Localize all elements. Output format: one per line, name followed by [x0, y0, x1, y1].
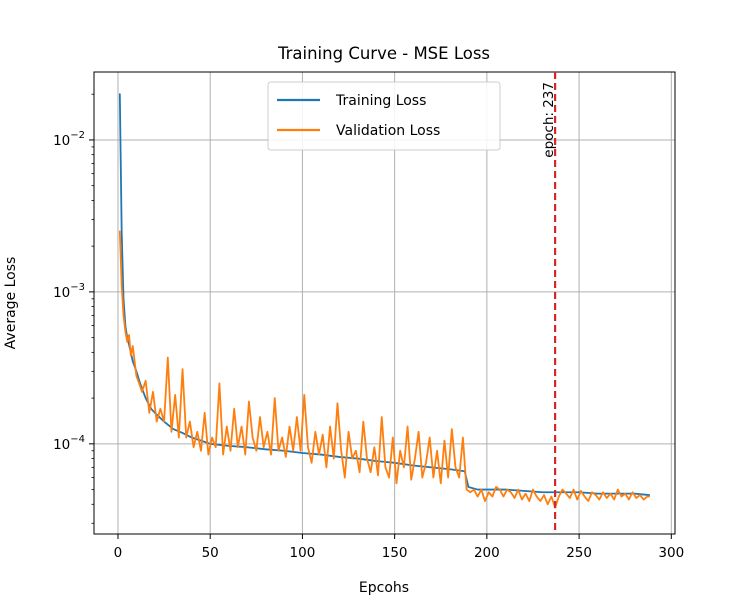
annotation-group: epoch: 237 — [541, 72, 557, 534]
y-tick-label: 10−4 — [53, 434, 85, 453]
legend: Training Loss Validation Loss — [267, 81, 501, 151]
y-tick-label-base: 10 — [53, 285, 70, 301]
y-tick-label-exponent: −2 — [70, 130, 85, 141]
training-loss-line — [118, 93, 651, 496]
plot-frame — [93, 71, 676, 535]
epoch-marker-label: epoch: 237 — [541, 82, 557, 158]
y-tick-label-exponent: −4 — [70, 434, 85, 445]
y-tick-label-base: 10 — [53, 133, 70, 149]
y-axis-ticks: 10−210−310−4 — [53, 93, 94, 524]
validation-loss-line — [118, 230, 651, 509]
x-tick-label: 100 — [290, 545, 316, 561]
legend-label-validation: Validation Loss — [336, 123, 440, 139]
x-tick-label: 150 — [382, 545, 408, 561]
legend-label-training: Training Loss — [335, 93, 426, 109]
x-axis-label: Epcohs — [359, 580, 409, 596]
y-tick-label-exponent: −3 — [70, 282, 85, 293]
x-axis-ticks: 0 50 100 150 200 250 300 — [114, 534, 684, 561]
legend-box — [267, 81, 501, 151]
x-tick-label: 50 — [202, 545, 219, 561]
x-tick-label: 250 — [566, 545, 592, 561]
chart-title: Training Curve - MSE Loss — [277, 44, 490, 63]
series-group — [118, 93, 651, 509]
y-tick-label: 10−3 — [53, 282, 85, 301]
y-tick-label-base: 10 — [53, 437, 70, 453]
y-tick-label: 10−2 — [53, 130, 85, 149]
y-axis-label: Average Loss — [3, 257, 19, 350]
x-tick-label: 0 — [114, 545, 123, 561]
x-tick-label: 300 — [658, 545, 684, 561]
x-tick-label: 200 — [474, 545, 500, 561]
